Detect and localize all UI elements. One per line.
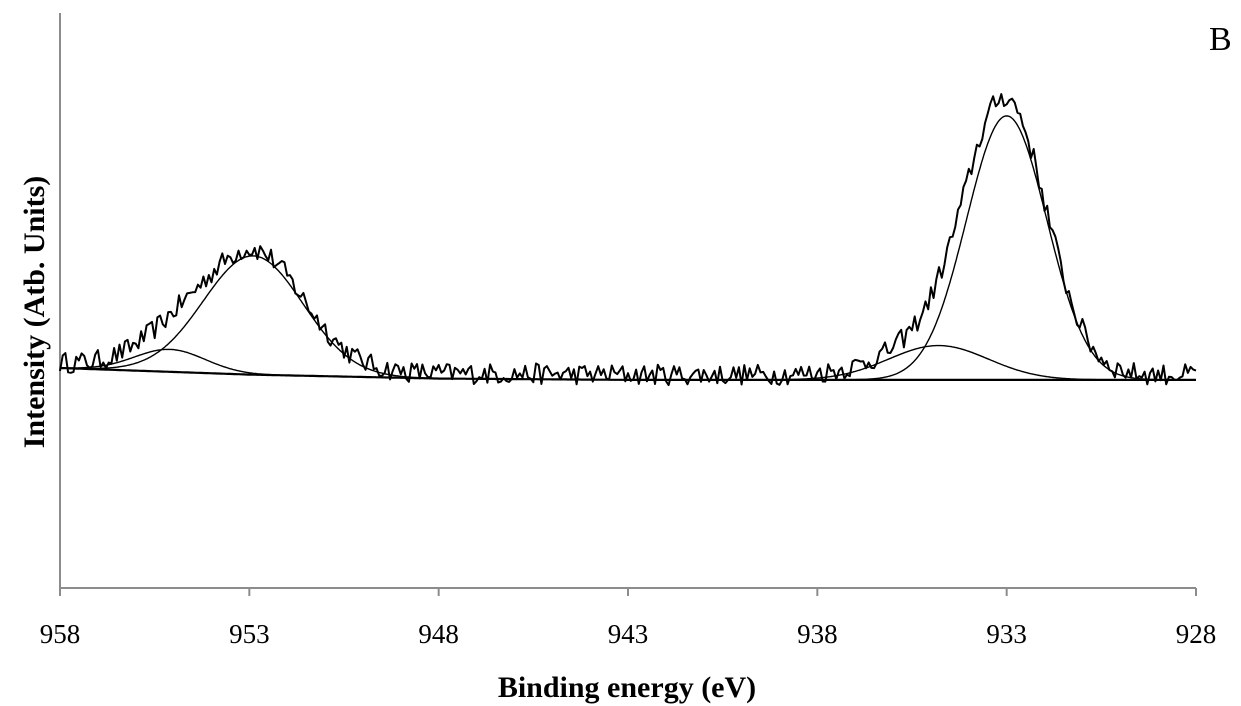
axes: 958 953 948 943 938 933 928 (40, 13, 1217, 649)
x-axis-title: Binding energy (eV) (498, 671, 756, 704)
x-tick-label: 948 (418, 619, 459, 649)
fitted-peak-line (60, 115, 1196, 381)
series-layer (59, 93, 1197, 387)
x-tick-label: 938 (797, 619, 838, 649)
x-tick-label: 958 (40, 619, 81, 649)
raw-data-line (59, 93, 1197, 387)
y-axis-title: Intensity (Atb. Units) (18, 176, 51, 449)
fitted-peak-line (60, 344, 1196, 381)
x-tick-label: 933 (986, 619, 1027, 649)
x-tick-label: 953 (229, 619, 270, 649)
panel-label: B (1209, 21, 1232, 58)
x-tick-label: 943 (608, 619, 649, 649)
fitted-peak-line (59, 255, 1196, 381)
x-ticks: 958 953 948 943 938 933 928 (40, 588, 1217, 649)
x-tick-label: 928 (1176, 619, 1217, 649)
